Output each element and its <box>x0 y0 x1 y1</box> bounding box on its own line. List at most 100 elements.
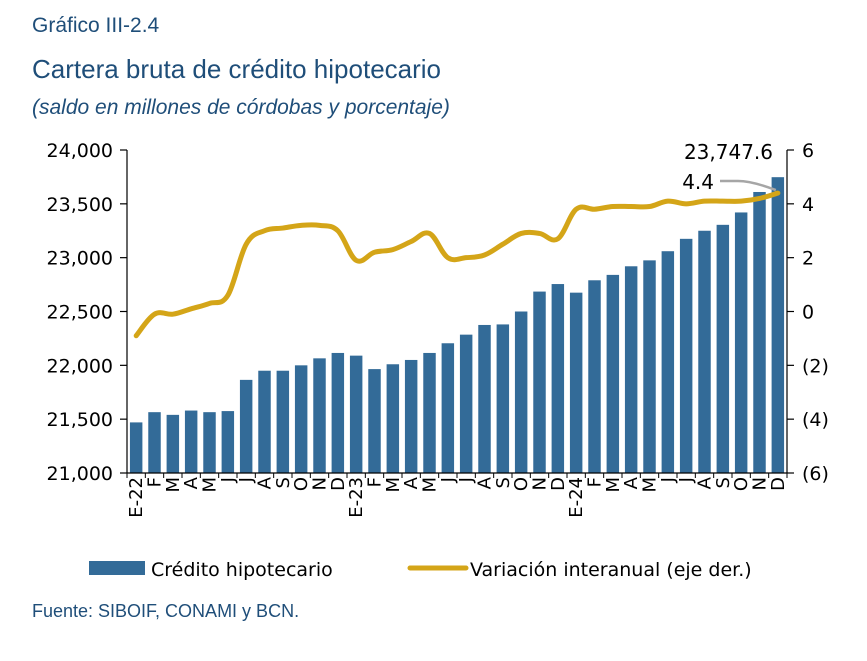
x-tick-label: A <box>475 476 496 489</box>
x-tick-label: J <box>658 477 679 483</box>
x-tick-label: F <box>585 477 606 487</box>
figure-label: Gráfico III-2.4 <box>32 14 160 37</box>
x-tick-label: J <box>438 477 459 483</box>
bar <box>148 412 161 473</box>
legend: Crédito hipotecario Variación interanual … <box>89 559 752 581</box>
x-tick-label: J <box>676 477 697 483</box>
bar <box>514 311 528 473</box>
bar <box>276 370 290 473</box>
source-note: Fuente: SIBOIF, CONAMI y BCN. <box>32 601 300 621</box>
bar <box>166 414 180 473</box>
bar <box>716 224 730 473</box>
x-tick-label: D <box>328 477 349 491</box>
bar <box>551 284 565 473</box>
x-tick-label: O <box>731 477 752 491</box>
x-tick-label: F <box>145 477 166 487</box>
bar <box>386 364 400 473</box>
x-tick-label: E-22 <box>126 477 147 518</box>
bar <box>734 212 748 473</box>
left-tick-label: 24,000 <box>47 140 113 162</box>
bar <box>423 352 436 473</box>
right-tick-label: (4) <box>802 409 829 431</box>
annotations: 23,747.6 4.4 <box>682 140 777 194</box>
bar <box>478 324 491 473</box>
x-tick-label: J <box>236 477 257 483</box>
annotation-leader-line <box>720 179 777 192</box>
legend-bar-label: Crédito hipotecario <box>151 559 333 581</box>
bar <box>184 410 198 473</box>
line-series-path <box>133 190 781 339</box>
right-tick-label: 6 <box>802 140 814 162</box>
x-tick-label: N <box>750 477 771 490</box>
bar <box>661 251 675 473</box>
x-tick-label: M <box>200 477 221 493</box>
bar <box>239 379 253 473</box>
x-tick-label: D <box>548 477 569 491</box>
left-tick-label: 22,000 <box>47 355 113 377</box>
axes <box>120 149 794 478</box>
x-tick-label: E-23 <box>346 477 367 518</box>
right-tick-label: 0 <box>802 302 814 324</box>
bar <box>441 343 455 473</box>
bar <box>679 238 693 473</box>
bar <box>313 358 326 473</box>
x-tick-label: M <box>640 477 661 493</box>
x-tick-label: M <box>603 477 624 493</box>
left-tick-label: 23,000 <box>47 248 113 270</box>
bar <box>203 412 216 473</box>
chart: 21,000 21,500 22,000 22,500 23,000 23,500 24,0… <box>47 140 829 581</box>
x-tick-label: N <box>310 477 331 490</box>
x-tick-label: F <box>365 477 386 487</box>
x-tick-label: J <box>456 477 477 483</box>
right-tick-label: (6) <box>802 463 829 485</box>
x-tick-label: A <box>181 476 202 489</box>
tick-labels: 21,000 21,500 22,000 22,500 23,000 23,500 24,0… <box>47 140 829 518</box>
bar <box>129 422 143 473</box>
x-tick-label: A <box>621 476 642 489</box>
x-tick-label: A <box>695 476 716 489</box>
x-tick-label: M <box>163 477 184 493</box>
x-tick-label: S <box>493 477 514 488</box>
x-tick-label: N <box>530 477 551 490</box>
bar-series <box>129 177 785 474</box>
last-bar-value-label: 23,747.6 <box>684 140 773 164</box>
x-tick-label: O <box>291 477 312 491</box>
x-tick-label: M <box>383 477 404 493</box>
line-series <box>133 190 781 339</box>
bar <box>258 370 271 473</box>
bar <box>588 280 601 473</box>
x-tick-label: S <box>713 477 734 488</box>
chart-title: Cartera bruta de crédito hipotecario <box>32 54 442 84</box>
legend-line-label: Variación interanual (eje der.) <box>470 559 752 581</box>
bar <box>294 365 308 473</box>
x-tick-label: D <box>768 477 789 491</box>
bar <box>643 260 656 473</box>
bar <box>533 291 546 473</box>
left-tick-label: 21,000 <box>47 463 113 485</box>
x-tick-label: E-24 <box>566 477 587 518</box>
bar <box>606 274 620 473</box>
bar <box>221 411 235 473</box>
x-tick-label: O <box>511 477 532 491</box>
x-tick-label: A <box>255 476 276 489</box>
x-tick-label: A <box>401 476 422 489</box>
bar <box>753 191 766 474</box>
bar <box>349 355 363 473</box>
left-tick-label: 23,500 <box>47 194 113 216</box>
bar <box>771 177 785 473</box>
right-tick-label: 4 <box>802 194 814 216</box>
bar <box>404 359 418 473</box>
bar <box>459 334 473 473</box>
last-line-value-label: 4.4 <box>682 170 714 194</box>
bar <box>331 352 345 473</box>
left-tick-label: 21,500 <box>47 409 113 431</box>
legend-bar-swatch <box>89 561 145 575</box>
right-tick-label: (2) <box>802 355 829 377</box>
bar <box>368 369 381 473</box>
x-tick-label: S <box>273 477 294 488</box>
bar <box>569 292 583 473</box>
right-tick-label: 2 <box>802 248 814 270</box>
x-tick-label: J <box>218 477 239 483</box>
bar <box>496 324 510 473</box>
bar <box>624 266 638 473</box>
